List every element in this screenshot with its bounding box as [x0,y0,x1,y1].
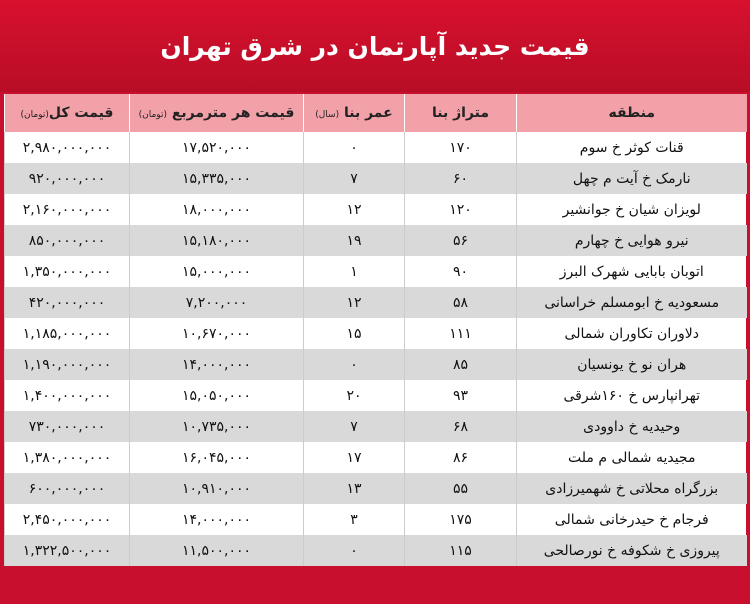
cell-age: ۱ [303,256,405,287]
cell-age: ۰ [303,535,405,566]
page-title: قیمت جدید آپارتمان در شرق تهران [160,31,590,61]
cell-region: نیرو هوایی خ چهارم [516,225,747,256]
cell-price-per-m2: ۱۰,۶۷۰,۰۰۰ [129,318,304,349]
cell-area: ۱۷۰ [404,132,517,163]
cell-area: ۱۱۱ [404,318,517,349]
cell-area: ۱۱۵ [404,535,517,566]
cell-total-price: ۱,۱۸۵,۰۰۰,۰۰۰ [4,318,130,349]
cell-age: ۷ [303,411,405,442]
table-row: نارمک خ آیت م چهل ۶۰ ۷ ۱۵,۳۳۵,۰۰۰ ۹۲۰,۰۰۰,۰۰… [4,163,747,194]
cell-area: ۶۰ [404,163,517,194]
price-table-container: منطقه متراژ بنا عمر بنا (سال) قیمت هر مت… [4,94,747,566]
cell-total-price: ۱,۱۹۰,۰۰۰,۰۰۰ [4,349,130,380]
cell-price-per-m2: ۱۵,۳۳۵,۰۰۰ [129,163,304,194]
table-row: لویزان شیان خ جوانشیر ۱۲۰ ۱۲ ۱۸,۰۰۰,۰۰۰ ۲,۱۶… [4,194,747,225]
cell-age: ۱۵ [303,318,405,349]
cell-age: ۰ [303,132,405,163]
cell-region: نارمک خ آیت م چهل [516,163,747,194]
table-row: پیروزی خ شکوفه خ نورصالحی ۱۱۵ ۰ ۱۱,۵۰۰,۰۰۰ ۱… [4,535,747,566]
cell-price-per-m2: ۱۴,۰۰۰,۰۰۰ [129,504,304,535]
cell-region: مسعودیه خ ابومسلم خراسانی [516,287,747,318]
cell-region: مجیدیه شمالی م ملت [516,442,747,473]
header-age: عمر بنا (سال) [303,94,405,132]
cell-total-price: ۱,۴۰۰,۰۰۰,۰۰۰ [4,380,130,411]
cell-price-per-m2: ۱۵,۰۰۰,۰۰۰ [129,256,304,287]
cell-region: قنات کوثر خ سوم [516,132,747,163]
table-row: دلاوران تکاوران شمالی ۱۱۱ ۱۵ ۱۰,۶۷۰,۰۰۰ ۱,۱۸… [4,318,747,349]
table-row: نیرو هوایی خ چهارم ۵۶ ۱۹ ۱۵,۱۸۰,۰۰۰ ۸۵۰,۰۰۰,… [4,225,747,256]
cell-age: ۱۹ [303,225,405,256]
table-row: هران نو خ یونسیان ۸۵ ۰ ۱۴,۰۰۰,۰۰۰ ۱,۱۹۰,۰۰۰,… [4,349,747,380]
cell-area: ۸۵ [404,349,517,380]
cell-total-price: ۴۲۰,۰۰۰,۰۰۰ [4,287,130,318]
price-table: منطقه متراژ بنا عمر بنا (سال) قیمت هر مت… [4,94,747,566]
cell-region: بزرگراه محلاتی خ شهمیرزادی [516,473,747,504]
cell-region: پیروزی خ شکوفه خ نورصالحی [516,535,747,566]
cell-age: ۰ [303,349,405,380]
cell-region: هران نو خ یونسیان [516,349,747,380]
cell-total-price: ۶۰۰,۰۰۰,۰۰۰ [4,473,130,504]
cell-region: اتوبان بابایی شهرک البرز [516,256,747,287]
header-region: منطقه [516,94,747,132]
table-row: وحیدیه خ داوودی ۶۸ ۷ ۱۰,۷۳۵,۰۰۰ ۷۳۰,۰۰۰,۰۰۰ [4,411,747,442]
cell-price-per-m2: ۱۰,۹۱۰,۰۰۰ [129,473,304,504]
cell-age: ۱۲ [303,287,405,318]
cell-total-price: ۹۲۰,۰۰۰,۰۰۰ [4,163,130,194]
cell-total-price: ۱,۳۲۲,۵۰۰,۰۰۰ [4,535,130,566]
cell-total-price: ۸۵۰,۰۰۰,۰۰۰ [4,225,130,256]
cell-area: ۸۶ [404,442,517,473]
table-row: بزرگراه محلاتی خ شهمیرزادی ۵۵ ۱۳ ۱۰,۹۱۰,۰۰۰… [4,473,747,504]
cell-total-price: ۷۳۰,۰۰۰,۰۰۰ [4,411,130,442]
cell-price-per-m2: ۷,۲۰۰,۰۰۰ [129,287,304,318]
table-row: قنات کوثر خ سوم ۱۷۰ ۰ ۱۷,۵۲۰,۰۰۰ ۲,۹۸۰,۰۰۰,۰… [4,132,747,163]
cell-age: ۱۲ [303,194,405,225]
cell-area: ۹۰ [404,256,517,287]
cell-price-per-m2: ۱۵,۰۵۰,۰۰۰ [129,380,304,411]
table-row: تهرانپارس خ ۱۶۰شرقی ۹۳ ۲۰ ۱۵,۰۵۰,۰۰۰ ۱,۴۰۰,۰… [4,380,747,411]
cell-price-per-m2: ۱۴,۰۰۰,۰۰۰ [129,349,304,380]
cell-age: ۲۰ [303,380,405,411]
cell-region: لویزان شیان خ جوانشیر [516,194,747,225]
header-price-per-m2: قیمت هر مترمربع (تومان) [129,94,304,132]
table-row: اتوبان بابایی شهرک البرز ۹۰ ۱ ۱۵,۰۰۰,۰۰۰ ۱,۳… [4,256,747,287]
cell-total-price: ۲,۱۶۰,۰۰۰,۰۰۰ [4,194,130,225]
cell-price-per-m2: ۱۱,۵۰۰,۰۰۰ [129,535,304,566]
cell-age: ۱۳ [303,473,405,504]
cell-area: ۵۵ [404,473,517,504]
cell-area: ۵۸ [404,287,517,318]
cell-region: فرجام خ حیدرخانی شمالی [516,504,747,535]
cell-region: تهرانپارس خ ۱۶۰شرقی [516,380,747,411]
cell-area: ۹۳ [404,380,517,411]
header-area: متراژ بنا [404,94,517,132]
table-row: فرجام خ حیدرخانی شمالی ۱۷۵ ۳ ۱۴,۰۰۰,۰۰۰ ۲,۴۵… [4,504,747,535]
cell-area: ۱۲۰ [404,194,517,225]
cell-area: ۶۸ [404,411,517,442]
cell-region: دلاوران تکاوران شمالی [516,318,747,349]
cell-area: ۱۷۵ [404,504,517,535]
table-row: مسعودیه خ ابومسلم خراسانی ۵۸ ۱۲ ۷,۲۰۰,۰۰۰ ۴۲… [4,287,747,318]
cell-total-price: ۲,۹۸۰,۰۰۰,۰۰۰ [4,132,130,163]
cell-age: ۷ [303,163,405,194]
cell-price-per-m2: ۱۶,۰۴۵,۰۰۰ [129,442,304,473]
cell-region: وحیدیه خ داوودی [516,411,747,442]
cell-price-per-m2: ۱۷,۵۲۰,۰۰۰ [129,132,304,163]
cell-area: ۵۶ [404,225,517,256]
table-row: مجیدیه شمالی م ملت ۸۶ ۱۷ ۱۶,۰۴۵,۰۰۰ ۱,۳۸۰,۰۰… [4,442,747,473]
header-row: منطقه متراژ بنا عمر بنا (سال) قیمت هر مت… [4,94,747,132]
cell-total-price: ۲,۴۵۰,۰۰۰,۰۰۰ [4,504,130,535]
cell-price-per-m2: ۱۵,۱۸۰,۰۰۰ [129,225,304,256]
cell-total-price: ۱,۳۸۰,۰۰۰,۰۰۰ [4,442,130,473]
cell-price-per-m2: ۱۰,۷۳۵,۰۰۰ [129,411,304,442]
header-total-price: قیمت کل(تومان) [4,94,130,132]
cell-total-price: ۱,۳۵۰,۰۰۰,۰۰۰ [4,256,130,287]
title-bar: قیمت جدید آپارتمان در شرق تهران [0,0,750,92]
cell-age: ۱۷ [303,442,405,473]
cell-age: ۳ [303,504,405,535]
cell-price-per-m2: ۱۸,۰۰۰,۰۰۰ [129,194,304,225]
